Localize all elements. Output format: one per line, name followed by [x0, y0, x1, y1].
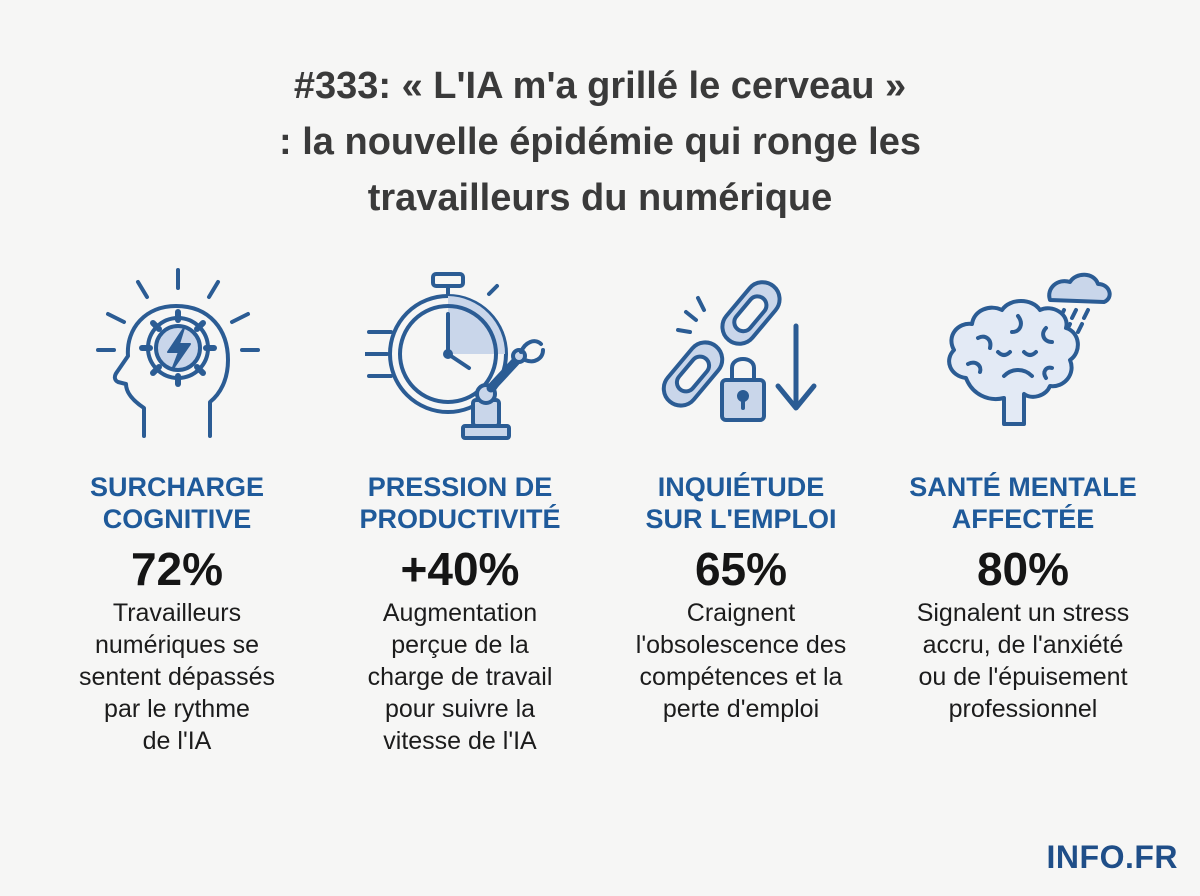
card-description: Signalent un stress accru, de l'anxiété … — [916, 599, 1130, 723]
title-line: #333: « L'IA m'a grillé le cerveau » — [293, 65, 907, 107]
title-line: : la nouvelle épidémie qui ronge les — [279, 121, 921, 163]
card-heading: SURCHARGE COGNITIVE — [89, 472, 264, 534]
card-description: Augmentation perçue de la charge de trav… — [367, 599, 553, 755]
card-heading: INQUIÉTUDE SUR L'EMPLOI — [645, 472, 837, 534]
card-productivity-pressure: PRESSION DE PRODUCTIVITÉ +40% Augmentati… — [325, 268, 595, 757]
card-description: Craignent l'obsolescence des compétences… — [635, 599, 847, 723]
card-stat: 72% — [130, 543, 224, 595]
card-job-worry: INQUIÉTUDE SUR L'EMPLOI 65% Craignent l'… — [606, 268, 876, 725]
card-heading: PRESSION DE PRODUCTIVITÉ — [359, 472, 561, 534]
title-line: travailleurs du numérique — [367, 177, 833, 219]
brain-gear-lightning-icon — [42, 268, 312, 443]
card-stat: 80% — [976, 543, 1070, 595]
card-description: Travailleurs numériques se sentent dépas… — [79, 599, 275, 755]
page-title: #333: « L'IA m'a grillé le cerveau » : l… — [0, 58, 1200, 226]
card-stat: 65% — [694, 543, 788, 595]
card-cognitive-overload: SURCHARGE COGNITIVE 72% Travailleurs num… — [42, 268, 312, 757]
card-stat: +40% — [400, 543, 520, 595]
sad-brain-rain-cloud-icon — [888, 268, 1158, 443]
broken-chain-lock-icon — [606, 268, 876, 443]
card-mental-health: SANTÉ MENTALE AFFECTÉE 80% Signalent un … — [888, 268, 1158, 725]
card-heading: SANTÉ MENTALE AFFECTÉE — [909, 472, 1137, 534]
stopwatch-robot-arm-icon — [325, 268, 595, 443]
brand-logo: INFO.FR — [1046, 839, 1178, 875]
